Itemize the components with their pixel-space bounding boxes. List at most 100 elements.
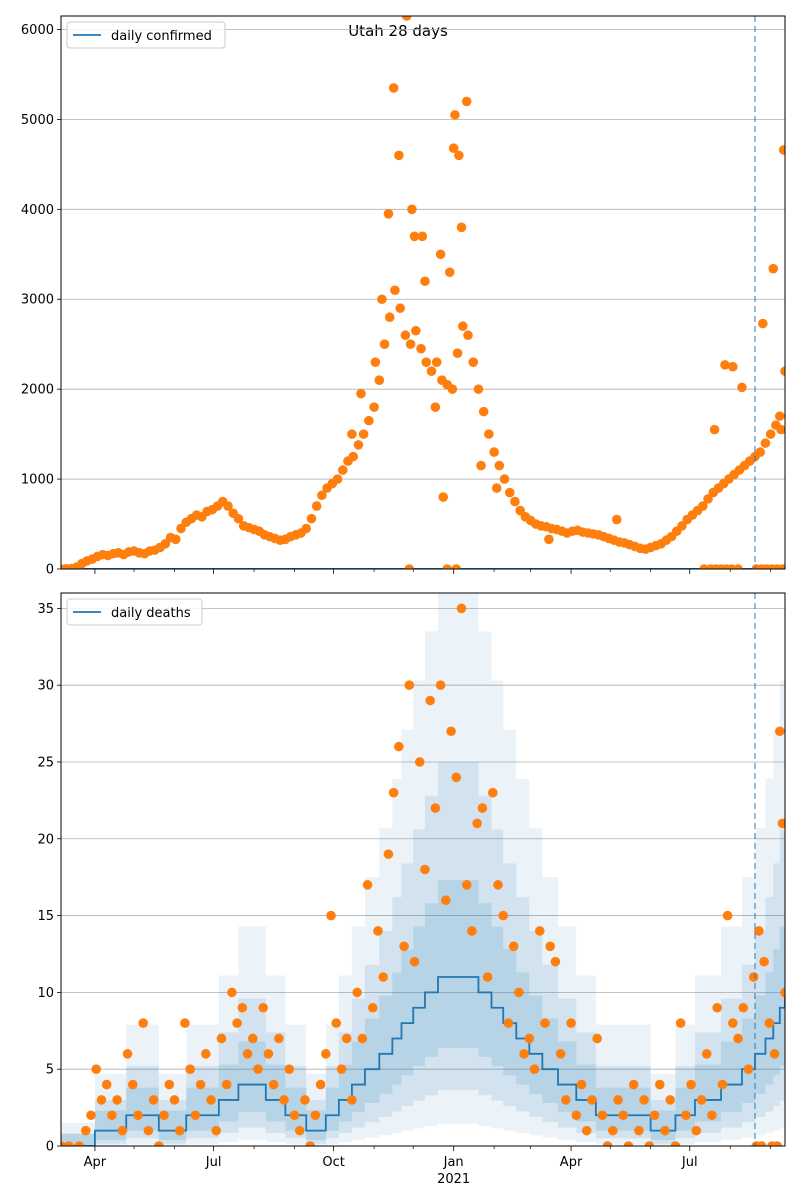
data-point (499, 474, 510, 484)
data-point (101, 1079, 112, 1090)
data-point (404, 680, 415, 690)
data-point (399, 941, 409, 952)
data-point (748, 972, 759, 982)
data-point (665, 1095, 676, 1105)
data-point (581, 1125, 592, 1136)
legend: daily deaths (66, 598, 203, 626)
data-point (253, 1064, 263, 1074)
data-point (442, 564, 452, 569)
data-point (274, 1033, 284, 1044)
data-point (597, 1110, 608, 1121)
data-point (362, 880, 373, 890)
x-tick-label: Apr (84, 1155, 107, 1170)
data-point (357, 1033, 368, 1044)
data-point (709, 424, 720, 435)
data-point (737, 382, 747, 393)
data-point (227, 987, 237, 998)
data-point (738, 1002, 749, 1013)
plot-area (61, 593, 785, 1146)
data-point (431, 357, 442, 367)
plot-area (61, 16, 785, 569)
data-point (510, 496, 520, 507)
x-tick-label: Jul (681, 1155, 698, 1170)
data-point (450, 110, 460, 120)
data-point (122, 1049, 133, 1059)
data-point (388, 787, 399, 798)
data-point (301, 523, 312, 534)
data-point (370, 357, 381, 367)
data-point (332, 474, 343, 484)
data-point (508, 941, 519, 952)
y-tick-label: 0 (46, 563, 54, 578)
data-point (426, 366, 437, 376)
data-point (221, 1079, 232, 1090)
data-point (454, 150, 464, 161)
data-point (373, 926, 383, 936)
data-point (448, 143, 459, 153)
data-point (201, 1049, 211, 1059)
data-point (300, 1095, 310, 1105)
data-point (618, 1110, 629, 1121)
data-point (755, 447, 766, 457)
data-point (430, 803, 441, 813)
data-point (369, 402, 379, 412)
data-point (514, 987, 524, 998)
legend: daily confirmed (66, 21, 226, 49)
data-point (451, 772, 462, 783)
data-point (461, 96, 472, 107)
data-point (487, 787, 498, 798)
data-point (425, 695, 435, 706)
data-point (154, 1141, 164, 1146)
y-tick-label: 2000 (21, 383, 54, 398)
data-point (476, 460, 486, 471)
data-point (294, 1125, 305, 1136)
data-point (242, 1049, 253, 1059)
data-point (435, 249, 446, 260)
data-point (311, 501, 322, 511)
data-point (117, 1125, 128, 1136)
data-point (644, 1141, 655, 1146)
series-step-line (61, 976, 785, 1146)
data-point (441, 895, 451, 906)
data-point (352, 987, 362, 998)
data-point (407, 204, 417, 215)
data-point (576, 1079, 587, 1090)
data-point (211, 1125, 222, 1136)
data-point (728, 1018, 738, 1028)
data-point (482, 972, 493, 982)
data-point (686, 1079, 696, 1090)
data-point (74, 1141, 85, 1146)
y-tick-label: 30 (37, 679, 54, 694)
data-point (86, 1110, 96, 1121)
y-tick-label: 15 (37, 909, 54, 924)
data-point (504, 487, 515, 498)
data-point (310, 1110, 321, 1121)
data-point (247, 1033, 258, 1044)
data-point (326, 910, 336, 921)
data-point (768, 263, 779, 274)
data-point (540, 1018, 550, 1028)
data-point (331, 1018, 342, 1028)
data-point (444, 267, 455, 278)
data-point (417, 231, 428, 242)
data-point (776, 424, 785, 435)
data-point (336, 1064, 347, 1074)
data-point (484, 429, 494, 439)
data-point (478, 406, 489, 417)
data-point (733, 1033, 743, 1044)
legend-label: daily deaths (111, 606, 191, 621)
data-point (489, 447, 499, 457)
data-point (223, 501, 233, 511)
data-point (185, 1064, 195, 1074)
data-point (634, 1125, 644, 1136)
x-tick-label: Apr (560, 1155, 583, 1170)
data-point (774, 411, 785, 421)
data-point (91, 1064, 102, 1074)
data-point (760, 438, 771, 448)
data-point (347, 429, 357, 439)
data-point (696, 1095, 707, 1105)
uncertainty-band (61, 880, 785, 1146)
data-point (112, 1095, 122, 1105)
y-tick-label: 5 (46, 1063, 54, 1078)
